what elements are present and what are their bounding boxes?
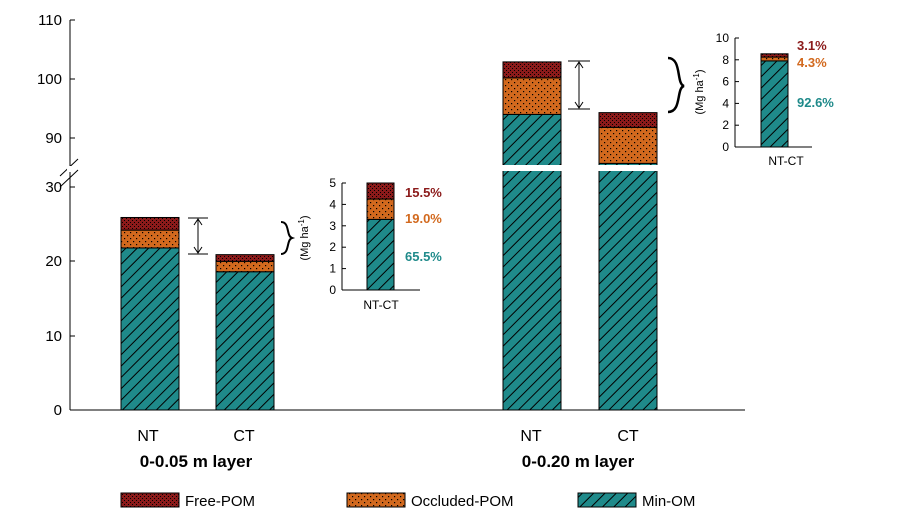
axis-break-mark xyxy=(59,169,79,188)
difference-arrow-shallow xyxy=(188,217,208,255)
inset-y-axis-label: (Mg ha-1) xyxy=(692,69,706,114)
inset-percent-label-occ: 4.3% xyxy=(797,55,827,70)
inset-category-label: NT-CT xyxy=(768,154,804,168)
inset-y-tick-label: 2 xyxy=(329,240,336,254)
category-label: NT xyxy=(137,428,159,445)
category-label: NT xyxy=(520,428,542,445)
difference-arrow-deep xyxy=(568,60,590,110)
legend-label: Occluded-POM xyxy=(411,493,514,510)
bar-segment-min xyxy=(598,162,658,411)
inset-y-tick-label: 10 xyxy=(716,31,730,45)
inset-y-tick-label: 3 xyxy=(329,219,336,233)
y-tick-label: 30 xyxy=(45,179,62,196)
inset-bar-segment-min xyxy=(760,60,789,148)
bar-segment-free xyxy=(215,254,275,262)
bar-break-cut xyxy=(500,165,662,171)
inset-percent-label-min: 92.6% xyxy=(797,95,834,110)
inset-chart-deep: (Mg ha-1) 0 2 4 6 8 10 NT-CT 92.6% 4.3% 3.1% xyxy=(692,31,834,168)
y-tick-label: 20 xyxy=(45,253,62,270)
inset-bar-segment-min xyxy=(366,218,395,291)
bar-segment-occ xyxy=(502,77,562,115)
bar-segment-occ xyxy=(120,229,180,249)
group-label: 0-0.05 m layer xyxy=(140,452,253,471)
inset-bar-segment-occ xyxy=(760,56,789,62)
inset-category-label: NT-CT xyxy=(363,298,399,312)
bar-segment-min xyxy=(215,271,275,411)
bar-segment-free xyxy=(120,216,180,231)
y-tick-label: 10 xyxy=(45,328,62,345)
inset-bar-segment-free xyxy=(760,53,789,58)
bar-segment-occ xyxy=(215,260,275,273)
bar-segment-free xyxy=(502,61,562,79)
inset-percent-label-free: 3.1% xyxy=(797,38,827,53)
legend-label: Free-POM xyxy=(185,493,255,510)
inset-percent-label-free: 15.5% xyxy=(405,185,442,200)
inset-y-tick-label: 2 xyxy=(722,118,729,132)
legend-label: Min-OM xyxy=(642,493,695,510)
inset-y-tick-label: 0 xyxy=(329,283,336,297)
inset-percent-label-occ: 19.0% xyxy=(405,211,442,226)
inset-y-tick-label: 8 xyxy=(722,53,729,67)
category-label: CT xyxy=(233,428,255,445)
bar-segment-min xyxy=(120,247,180,411)
y-tick-label: 0 xyxy=(54,402,62,419)
inset-bar-segment-free xyxy=(366,182,395,200)
inset-y-axis-label: (Mg ha-1) xyxy=(297,215,311,260)
inset-y-tick-label: 4 xyxy=(722,96,729,110)
y-tick-label: 100 xyxy=(37,71,62,88)
legend-swatch-occ xyxy=(346,492,406,508)
legend-swatch-min xyxy=(577,492,637,508)
bar-segment-min xyxy=(502,113,562,411)
bar-segment-free xyxy=(598,112,658,128)
brace-shallow xyxy=(280,221,296,255)
y-tick-label: 110 xyxy=(38,12,62,29)
inset-y-tick-label: 4 xyxy=(329,197,336,211)
legend-swatch-free xyxy=(120,492,180,508)
inset-bar-segment-occ xyxy=(366,198,395,220)
brace-deep xyxy=(667,56,685,114)
inset-percent-label-min: 65.5% xyxy=(405,249,442,264)
legend: Free-POM Occluded-POM Min-OM xyxy=(120,492,695,510)
main-bars xyxy=(120,61,662,411)
inset-chart-shallow: (Mg ha-1) 0 1 2 3 4 5 NT-CT 65.5% 19.0% 15.5% xyxy=(297,176,442,312)
inset-y-tick-label: 5 xyxy=(329,176,336,190)
inset-y-tick-label: 6 xyxy=(722,75,729,89)
category-label: CT xyxy=(617,428,639,445)
group-label: 0-0.20 m layer xyxy=(522,452,635,471)
inset-y-tick-label: 0 xyxy=(722,140,729,154)
bar-segment-occ xyxy=(598,126,658,164)
y-tick-label: 90 xyxy=(45,130,62,147)
inset-y-tick-label: 1 xyxy=(329,262,336,276)
axis-break-gap xyxy=(67,166,73,172)
